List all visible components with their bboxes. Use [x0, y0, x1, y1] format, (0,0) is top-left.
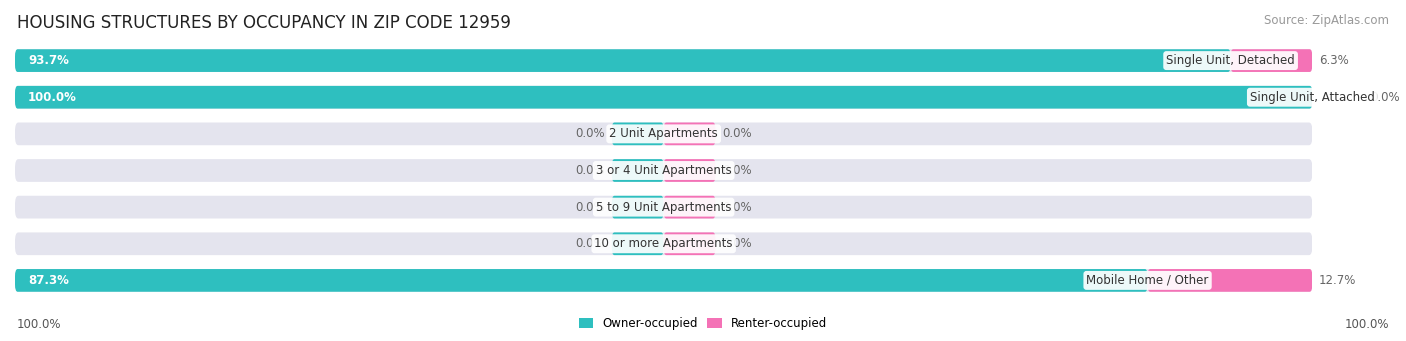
FancyBboxPatch shape [15, 159, 1312, 182]
FancyBboxPatch shape [612, 233, 664, 255]
Text: 6.3%: 6.3% [1319, 54, 1348, 67]
Text: 2 Unit Apartments: 2 Unit Apartments [609, 128, 718, 140]
Text: 0.0%: 0.0% [1371, 91, 1400, 104]
Text: 0.0%: 0.0% [723, 164, 752, 177]
FancyBboxPatch shape [1312, 86, 1364, 108]
Text: 0.0%: 0.0% [575, 201, 606, 213]
Legend: Owner-occupied, Renter-occupied: Owner-occupied, Renter-occupied [574, 313, 832, 335]
FancyBboxPatch shape [612, 196, 664, 219]
Text: 87.3%: 87.3% [28, 274, 69, 287]
Text: 10 or more Apartments: 10 or more Apartments [595, 237, 733, 250]
FancyBboxPatch shape [1230, 49, 1312, 72]
FancyBboxPatch shape [15, 49, 1230, 72]
Text: 3 or 4 Unit Apartments: 3 or 4 Unit Apartments [596, 164, 731, 177]
Text: 0.0%: 0.0% [575, 164, 606, 177]
Text: 100.0%: 100.0% [28, 91, 77, 104]
FancyBboxPatch shape [15, 233, 1312, 255]
FancyBboxPatch shape [15, 269, 1147, 292]
Text: Source: ZipAtlas.com: Source: ZipAtlas.com [1264, 14, 1389, 27]
Text: 12.7%: 12.7% [1319, 274, 1357, 287]
FancyBboxPatch shape [15, 269, 1312, 292]
Text: HOUSING STRUCTURES BY OCCUPANCY IN ZIP CODE 12959: HOUSING STRUCTURES BY OCCUPANCY IN ZIP C… [17, 14, 510, 32]
FancyBboxPatch shape [1147, 269, 1312, 292]
FancyBboxPatch shape [612, 122, 664, 145]
Text: 0.0%: 0.0% [723, 128, 752, 140]
Text: Single Unit, Attached: Single Unit, Attached [1250, 91, 1375, 104]
Text: 100.0%: 100.0% [1344, 318, 1389, 331]
FancyBboxPatch shape [664, 196, 716, 219]
FancyBboxPatch shape [15, 86, 1312, 108]
Text: 0.0%: 0.0% [723, 237, 752, 250]
FancyBboxPatch shape [15, 196, 1312, 219]
Text: 93.7%: 93.7% [28, 54, 69, 67]
FancyBboxPatch shape [15, 122, 1312, 145]
Text: 5 to 9 Unit Apartments: 5 to 9 Unit Apartments [596, 201, 731, 213]
FancyBboxPatch shape [15, 49, 1312, 72]
FancyBboxPatch shape [664, 233, 716, 255]
Text: 0.0%: 0.0% [575, 128, 606, 140]
Text: Single Unit, Detached: Single Unit, Detached [1166, 54, 1295, 67]
Text: 0.0%: 0.0% [575, 237, 606, 250]
Text: 100.0%: 100.0% [17, 318, 62, 331]
FancyBboxPatch shape [664, 122, 716, 145]
Text: Mobile Home / Other: Mobile Home / Other [1087, 274, 1209, 287]
FancyBboxPatch shape [664, 159, 716, 182]
Text: 0.0%: 0.0% [723, 201, 752, 213]
FancyBboxPatch shape [15, 86, 1312, 108]
FancyBboxPatch shape [612, 159, 664, 182]
